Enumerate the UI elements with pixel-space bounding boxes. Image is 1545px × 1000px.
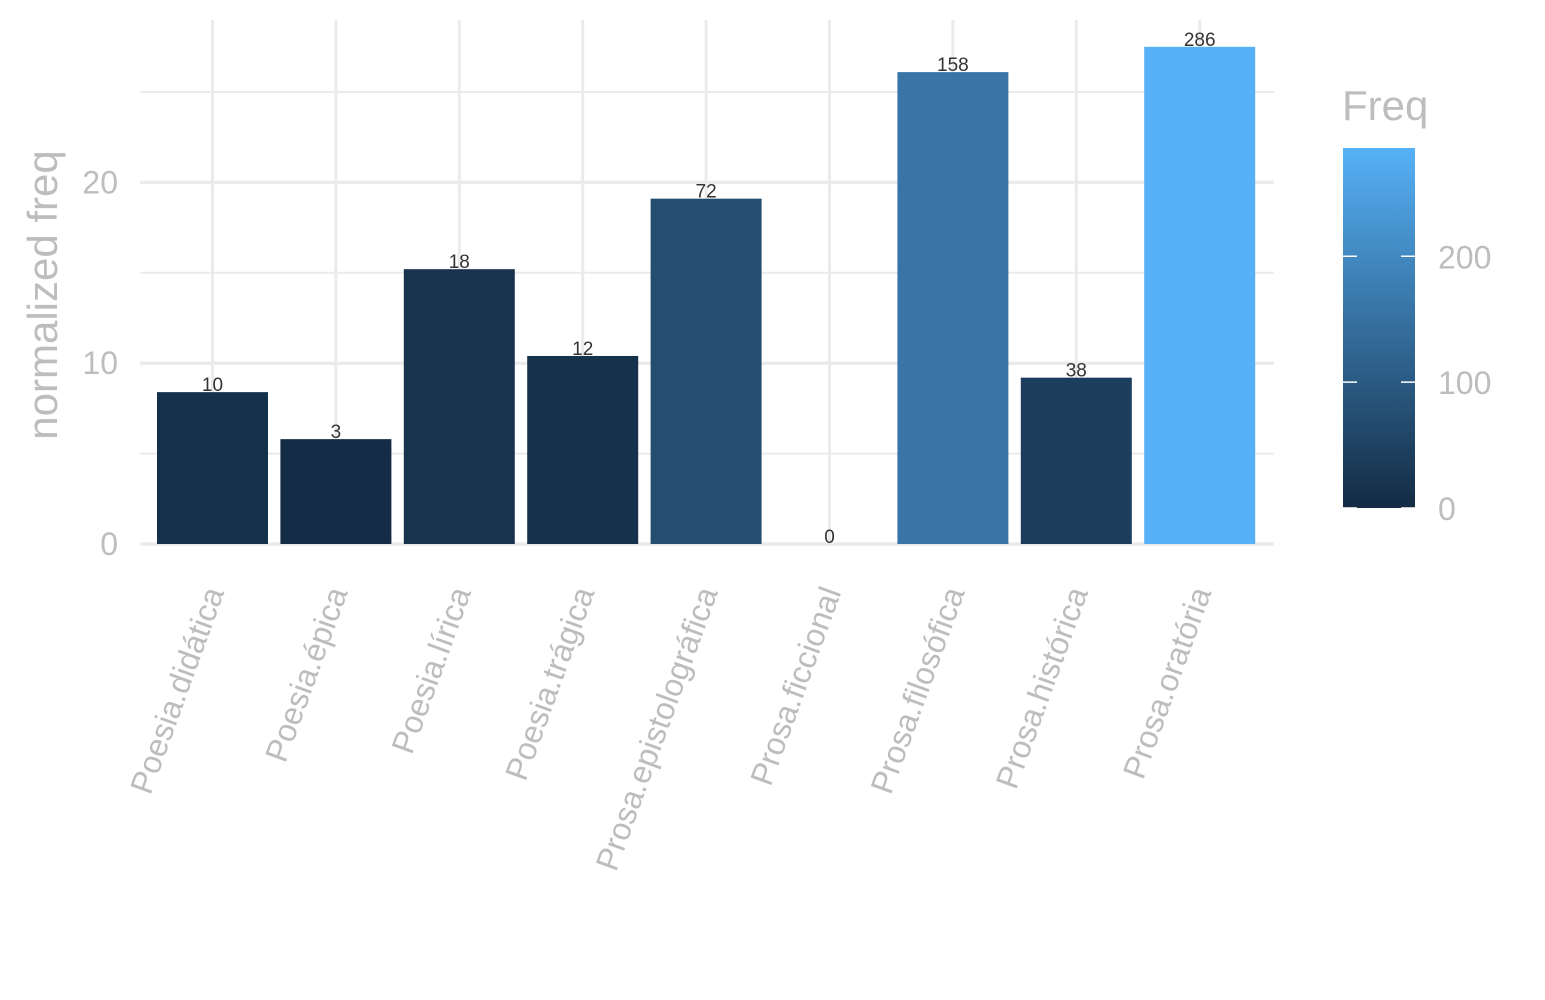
legend-colorbar: [1343, 148, 1415, 508]
bar: [403, 269, 515, 544]
y-tick-label: 20: [82, 164, 118, 200]
x-tick-label: Poesia.didática: [123, 582, 231, 798]
bar: [897, 72, 1009, 544]
y-tick-label: 0: [100, 526, 118, 562]
x-tick-label: Prosa.ficcional: [743, 582, 848, 790]
x-tick-label: Poesia.trágica: [498, 582, 601, 785]
legend-title: Freq: [1342, 82, 1428, 129]
x-tick-label: Prosa.filosófica: [863, 582, 971, 798]
bar-data-label: 158: [937, 55, 969, 76]
bar-data-label: 18: [449, 252, 470, 273]
legend-tick-label: 100: [1438, 365, 1491, 401]
x-tick-label: Prosa.oratória: [1116, 582, 1219, 783]
bar-data-label: 286: [1184, 30, 1216, 51]
bar-data-label: 10: [202, 375, 223, 396]
legend: Freq 0 100 200: [1342, 82, 1491, 527]
x-tick-label: Prosa.histórica: [989, 582, 1095, 793]
bar: [157, 392, 268, 544]
data-labels: 10 3 18 12 72 0 158 38 286: [202, 30, 1216, 548]
x-tick-label: Poesia.lírica: [384, 582, 478, 758]
legend-tick-label: 200: [1438, 239, 1491, 275]
y-axis-title: normalized freq: [19, 150, 66, 439]
legend-tick-label: 0: [1438, 491, 1456, 527]
bar: [650, 198, 762, 544]
bar: [527, 355, 639, 544]
x-tick-label: Poesia.épica: [258, 582, 355, 767]
y-tick-label: 10: [82, 345, 118, 381]
bar-data-label: 72: [696, 182, 717, 203]
bar: [1144, 46, 1256, 545]
bar-data-label: 3: [331, 422, 342, 443]
bar: [280, 439, 392, 544]
bar-data-label: 38: [1066, 361, 1087, 382]
x-tick-label: Prosa.epistolográfica: [589, 582, 725, 875]
bar-data-label: 12: [572, 339, 593, 360]
bars: [157, 46, 1256, 545]
bar-data-label: 0: [824, 527, 835, 548]
bar: [1020, 377, 1132, 544]
